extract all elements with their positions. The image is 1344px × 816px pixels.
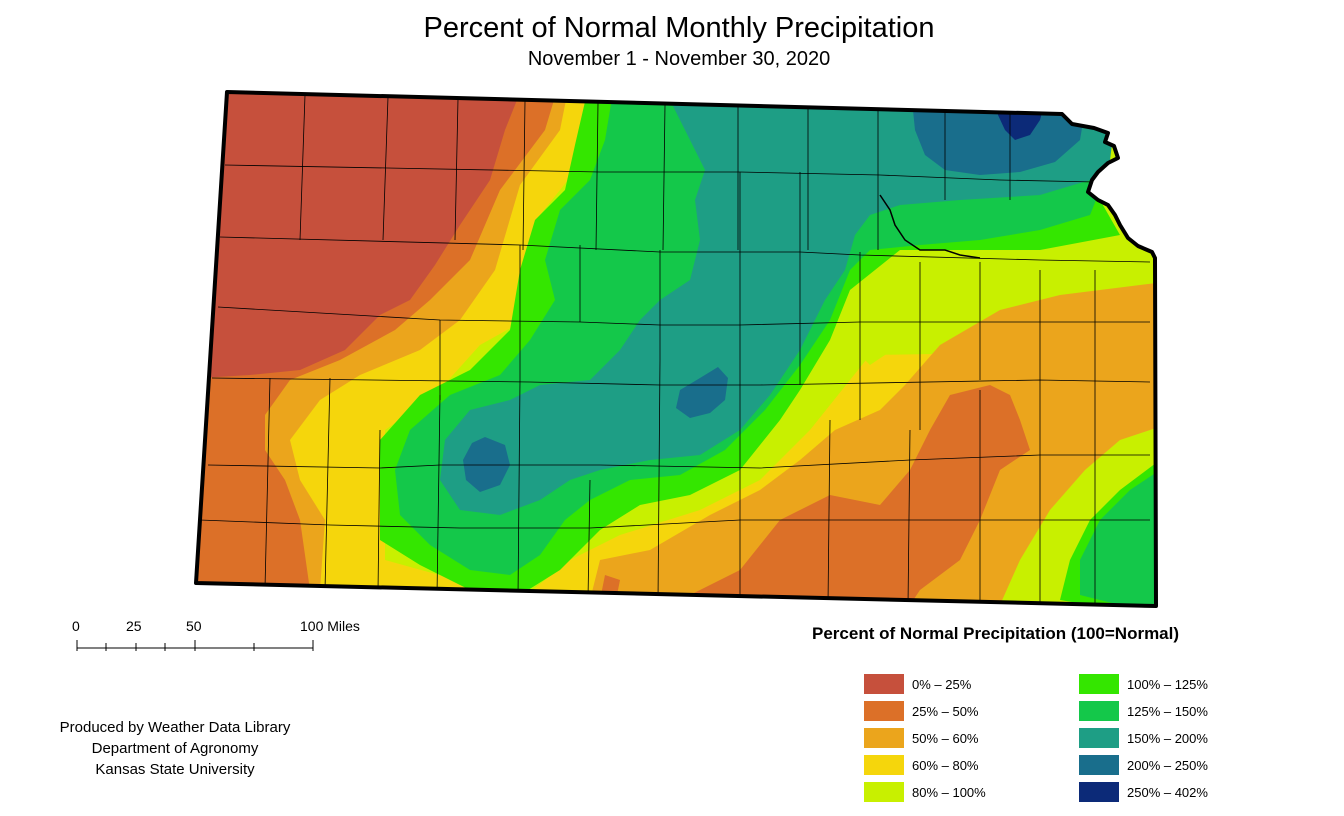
legend-label: 150% – 200% bbox=[1127, 730, 1208, 746]
legend-title: Percent of Normal Precipitation (100=Nor… bbox=[812, 624, 1180, 643]
legend-swatch bbox=[1079, 755, 1119, 775]
legend-item: 125% – 150% bbox=[1079, 701, 1208, 721]
legend-swatch bbox=[1079, 782, 1119, 802]
legend-label: 250% – 402% bbox=[1127, 784, 1208, 800]
zone-0-25 bbox=[196, 92, 525, 380]
zone-200-250-center bbox=[676, 367, 728, 418]
legend-label: 0% – 25% bbox=[912, 676, 972, 692]
scale-label-50: 50 bbox=[186, 618, 202, 634]
legend-swatch bbox=[864, 782, 904, 802]
zone-50-60-south bbox=[590, 280, 1156, 606]
credits-line-2: Department of Agronomy bbox=[91, 740, 259, 757]
credits: Produced by Weather Data Library Departm… bbox=[30, 717, 320, 780]
legend-swatch bbox=[1079, 674, 1119, 694]
precipitation-zones bbox=[196, 92, 1156, 606]
scale-label-25: 25 bbox=[126, 618, 142, 634]
scale-bar bbox=[76, 640, 314, 651]
legend-label: 50% – 60% bbox=[912, 730, 979, 746]
legend-label: 200% – 250% bbox=[1127, 757, 1208, 773]
scale-label-100: 100 Miles bbox=[300, 618, 360, 634]
legend-label: 100% – 125% bbox=[1127, 676, 1208, 692]
legend-swatch bbox=[864, 755, 904, 775]
legend-item: 25% – 50% bbox=[864, 701, 979, 721]
legend-item: 80% – 100% bbox=[864, 782, 986, 802]
legend-item: 60% – 80% bbox=[864, 755, 979, 775]
state-border bbox=[194, 90, 1158, 608]
scale-label-0: 0 bbox=[72, 618, 80, 634]
county-boundaries bbox=[199, 94, 1151, 606]
zone-150-200 bbox=[440, 92, 1120, 515]
legend-item: 250% – 402% bbox=[1079, 782, 1208, 802]
legend-swatch bbox=[864, 728, 904, 748]
legend-item: 200% – 250% bbox=[1079, 755, 1208, 775]
legend-swatch bbox=[1079, 728, 1119, 748]
map-subtitle: November 1 - November 30, 2020 bbox=[527, 48, 831, 70]
credits-line-1: Produced by Weather Data Library bbox=[59, 719, 291, 736]
legend-label: 80% – 100% bbox=[912, 784, 986, 800]
zone-200-250-west bbox=[463, 437, 510, 492]
zone-80-100-east bbox=[850, 245, 1150, 365]
legend-label: 125% – 150% bbox=[1127, 703, 1208, 719]
legend-item: 0% – 25% bbox=[864, 674, 971, 694]
legend-item: 100% – 125% bbox=[1079, 674, 1208, 694]
legend-swatch bbox=[864, 674, 904, 694]
legend-label: 25% – 50% bbox=[912, 703, 979, 719]
zone-25-50-south bbox=[680, 385, 1030, 606]
credits-line-3: Kansas State University bbox=[95, 761, 255, 778]
legend-swatch bbox=[864, 701, 904, 721]
legend-item: 50% – 60% bbox=[864, 728, 979, 748]
legend-item: 150% – 200% bbox=[1079, 728, 1208, 748]
map-title: Percent of Normal Monthly Precipitation bbox=[423, 12, 935, 44]
legend-swatch bbox=[1079, 701, 1119, 721]
legend-label: 60% – 80% bbox=[912, 757, 979, 773]
